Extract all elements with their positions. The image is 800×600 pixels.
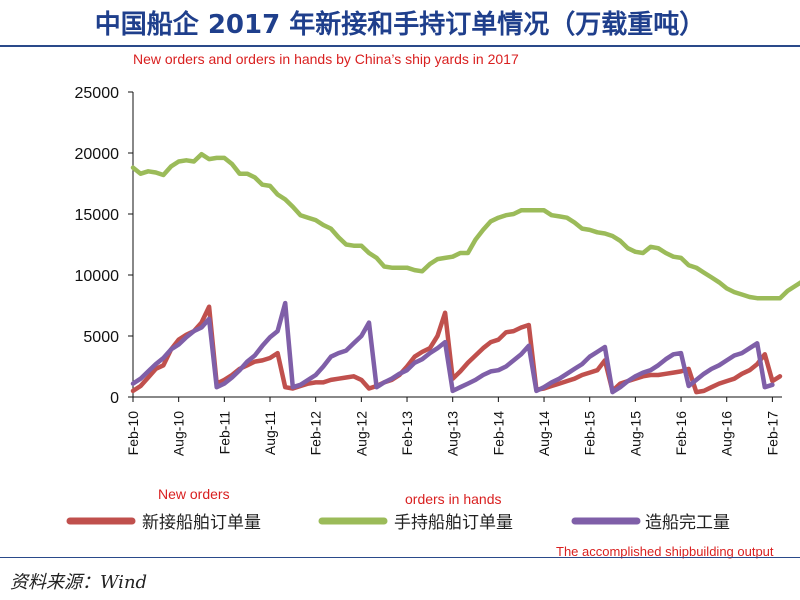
annotation-orders-in-hands: orders in hands — [405, 491, 502, 507]
x-tick-label: Feb-16 — [673, 411, 689, 456]
series-line-completed — [130, 300, 775, 395]
y-tick-label: 20000 — [75, 146, 120, 163]
chart-title: 中国船企 2017 年新接和手持订单情况（万载重吨） — [94, 10, 706, 40]
x-tick-label: Feb-14 — [490, 411, 506, 456]
x-tick-label: Aug-11 — [262, 411, 278, 455]
y-tick-label: 0 — [110, 390, 119, 407]
x-tick-label: Feb-13 — [399, 411, 415, 456]
chart-series — [130, 151, 800, 395]
y-tick-label: 5000 — [83, 329, 119, 346]
source-label: 资料来源： — [10, 572, 100, 593]
source-value: Wind — [100, 572, 148, 593]
x-tick-label: Feb-12 — [308, 411, 324, 456]
x-tick-label: Aug-12 — [353, 411, 369, 456]
annotation-new-orders: New orders — [158, 486, 230, 502]
x-tick-label: Feb-10 — [125, 411, 141, 456]
title-divider — [0, 45, 800, 47]
x-tick-label: Feb-17 — [764, 411, 780, 456]
x-tick-label: Aug-13 — [445, 411, 461, 456]
x-tick-label: Feb-15 — [582, 411, 598, 456]
source-note: 资料来源：Wind — [10, 568, 147, 594]
y-tick-label: 10000 — [75, 268, 120, 285]
legend-label: 手持船舶订单量 — [394, 513, 513, 533]
x-tick-label: Aug-10 — [171, 411, 187, 456]
series-line-orders-in-hand — [130, 151, 800, 301]
y-tick-label: 15000 — [75, 207, 120, 224]
legend-label: 新接船舶订单量 — [142, 513, 261, 533]
x-tick-label: Aug-15 — [627, 411, 643, 456]
x-tick-label: Aug-14 — [536, 411, 552, 456]
chart-legend: 新接船舶订单量 手持船舶订单量 造船完工量 — [66, 513, 730, 533]
legend-label: 造船完工量 — [645, 513, 730, 533]
chart-axes: 0 5000 10000 15000 20000 25000 Feb-10 Aug-10 Feb… — [75, 85, 782, 456]
x-tick-label: Feb-11 — [216, 411, 232, 455]
chart-subtitle-en: New orders and orders in hands by China’… — [133, 51, 519, 67]
x-tick-label: Aug-16 — [719, 411, 735, 456]
source-divider — [0, 557, 800, 558]
annotation-accomplished-output: The accomplished shipbuilding output — [556, 544, 774, 559]
y-tick-label: 25000 — [75, 85, 120, 102]
